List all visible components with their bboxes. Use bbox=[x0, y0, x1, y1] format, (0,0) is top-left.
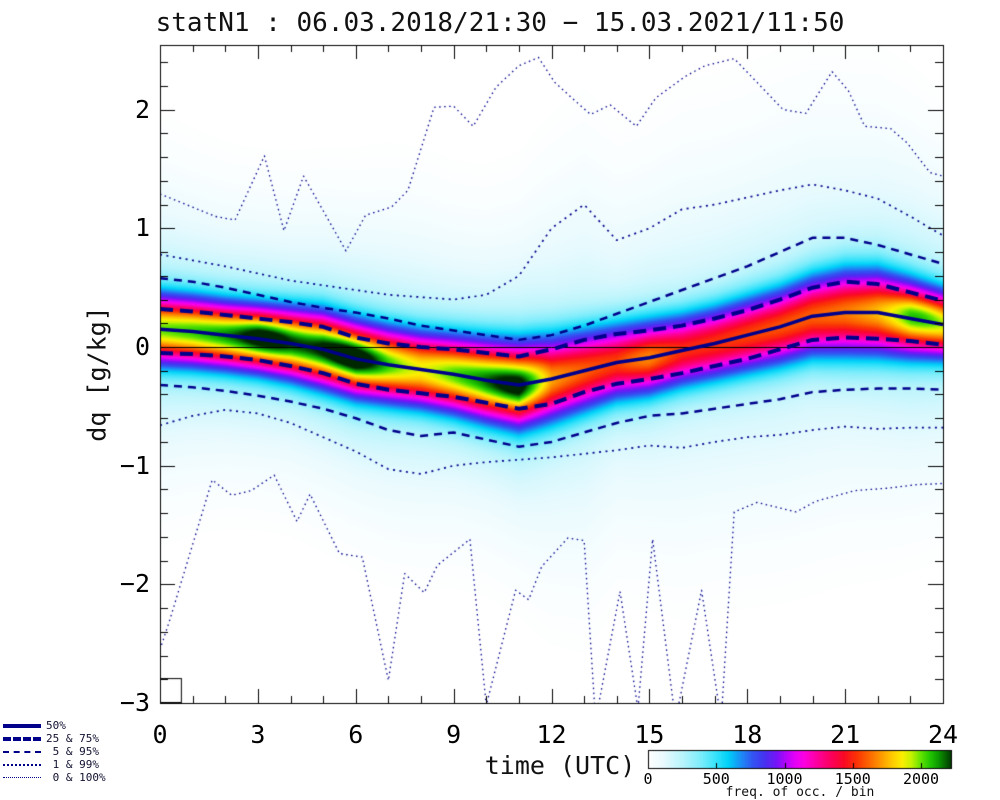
plot-title: statN1 : 06.03.2018/21:30 − 15.03.2021/1… bbox=[155, 8, 845, 38]
x-tick-label: 12 bbox=[536, 720, 567, 749]
colorbar-label: freq. of occ. / bin bbox=[725, 785, 875, 800]
colorbar-tick-label: 1000 bbox=[766, 770, 803, 788]
x-tick-label: 18 bbox=[732, 720, 763, 749]
legend-line-sample-dot bbox=[3, 763, 41, 766]
legend-line-sample-dot-fine bbox=[3, 777, 41, 778]
colorbar-tick-label: 2000 bbox=[902, 770, 940, 788]
x-tick-label: 6 bbox=[348, 720, 364, 749]
x-tick-label: 0 bbox=[152, 720, 168, 749]
colorbar-tick-label: 500 bbox=[702, 770, 730, 788]
x-tick-label: 21 bbox=[830, 720, 861, 749]
y-tick-label: 0 bbox=[134, 332, 150, 361]
legend-item-label: 50% bbox=[46, 718, 66, 732]
legend-item-label: 1 & 99% bbox=[46, 757, 99, 771]
legend-item-label: 5 & 95% bbox=[46, 744, 99, 758]
x-tick-label: 9 bbox=[446, 720, 462, 749]
legend-line-sample-dash-thick bbox=[3, 736, 41, 741]
colorbar-tick-label: 1500 bbox=[834, 770, 871, 788]
y-tick-label: 1 bbox=[134, 213, 150, 243]
x-tick-label: 15 bbox=[634, 720, 665, 749]
x-axis-label: time (UTC) bbox=[484, 751, 636, 780]
x-tick-label: 24 bbox=[927, 720, 959, 749]
percentile-legend: 50% 25 & 75% 5 & 95% 1 & 99% 0 & 100% bbox=[3, 719, 106, 784]
y-axis-label: dq [g/kg] bbox=[82, 306, 112, 442]
y-tick-label: −1 bbox=[119, 450, 150, 480]
colorbar-tick-label: 0 bbox=[643, 770, 653, 788]
legend-line-sample-solid-thick bbox=[3, 723, 41, 728]
y-tick-label: −3 bbox=[119, 688, 150, 717]
legend-item: 50% bbox=[3, 719, 106, 732]
legend-item-label: 0 & 100% bbox=[46, 770, 106, 784]
x-tick-label: 3 bbox=[250, 720, 266, 749]
legend-item: 0 & 100% bbox=[3, 771, 106, 784]
y-tick-label: −2 bbox=[119, 569, 150, 599]
legend-line-sample-dash-thin bbox=[3, 750, 41, 753]
legend-item-label: 25 & 75% bbox=[46, 731, 99, 745]
y-tick-label: 2 bbox=[134, 94, 150, 124]
legend-item: 1 & 99% bbox=[3, 758, 106, 771]
legend-item: 5 & 95% bbox=[3, 745, 106, 758]
legend-item: 25 & 75% bbox=[3, 732, 106, 745]
